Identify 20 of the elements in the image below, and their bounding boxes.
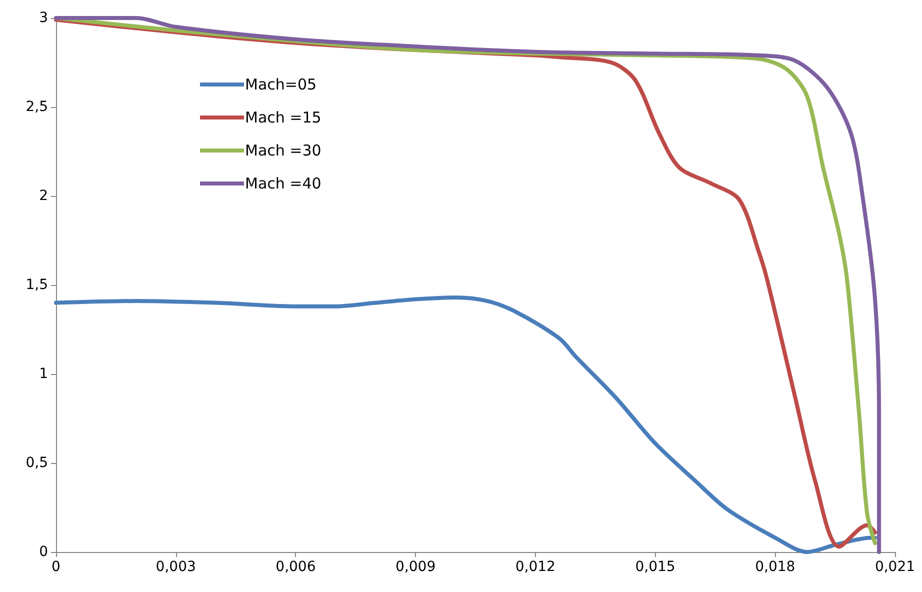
x-tick-label: 0,003 [156, 559, 196, 575]
x-tick-label: 0,012 [515, 559, 556, 575]
y-tick-label: 3 [39, 10, 48, 26]
x-tick-label: 0,021 [874, 559, 916, 575]
y-tick-label: 2 [39, 188, 48, 204]
line-series [54, 295, 878, 554]
y-tick-label: 2,5 [26, 99, 48, 115]
y-tick-label: 1,5 [26, 277, 48, 293]
x-tick-label: 0,015 [635, 559, 676, 575]
x-tick-label: 0 [52, 559, 60, 575]
y-tick-label: 0,5 [26, 455, 48, 471]
legend-label: Mach=05 [245, 76, 317, 94]
legend-label: Mach =30 [245, 142, 322, 160]
x-tick-label: 0,018 [755, 559, 796, 575]
y-tick-label: 0 [39, 544, 48, 560]
x-tick-label: 0,006 [276, 559, 316, 575]
x-tick-label: 0,009 [396, 559, 436, 575]
y-tick-label: 1 [39, 366, 48, 382]
legend-label: Mach =40 [245, 174, 322, 192]
legend-label: Mach =15 [245, 108, 322, 126]
